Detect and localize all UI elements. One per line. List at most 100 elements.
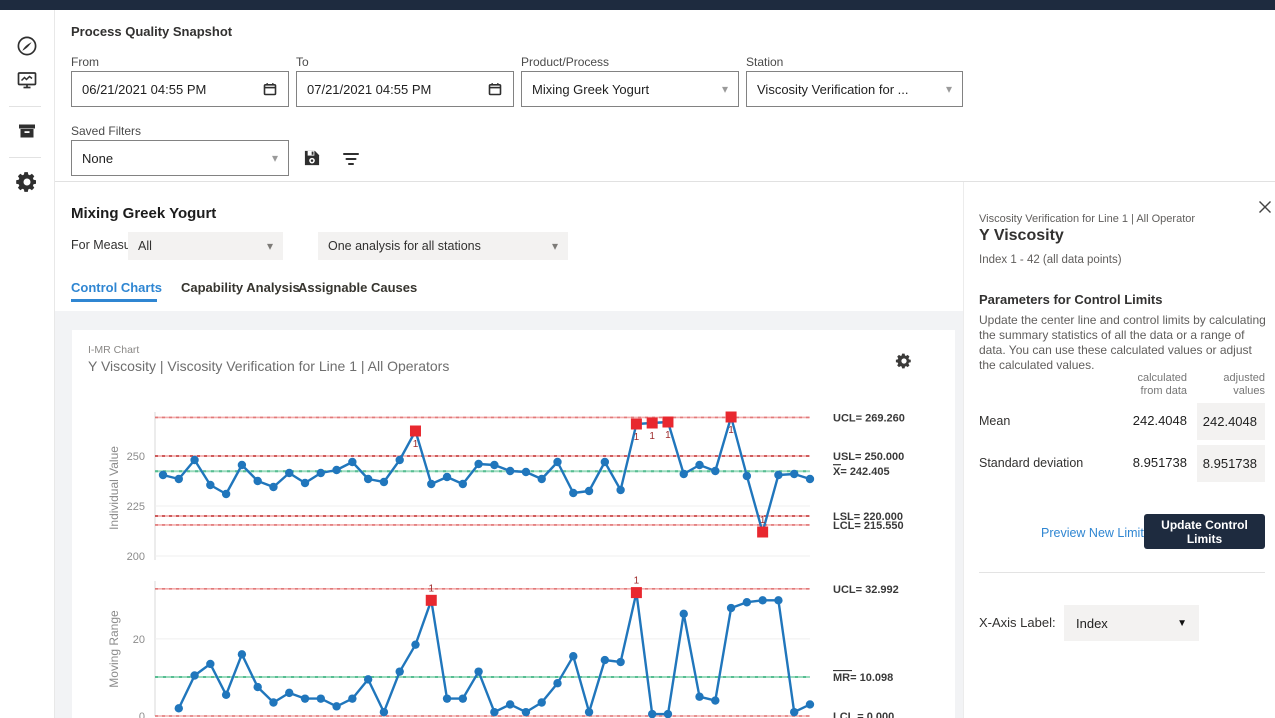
data-point[interactable] [774,471,782,479]
chart-settings-gear-icon[interactable] [895,352,913,370]
data-point[interactable] [332,466,340,474]
data-point[interactable] [806,700,814,708]
archive-box-icon[interactable] [15,119,39,143]
data-point[interactable] [506,467,514,475]
data-point[interactable] [380,478,388,486]
data-point[interactable] [569,489,577,497]
close-icon[interactable] [1258,200,1272,214]
update-control-limits-button[interactable]: Update Control Limits [1144,514,1265,549]
data-point[interactable] [332,702,340,710]
to-date-input[interactable] [296,71,514,107]
data-point[interactable] [301,479,309,487]
data-point[interactable] [711,696,719,704]
x-axis-select[interactable]: Index ▼ [1064,605,1199,641]
saved-filters-select[interactable]: None ▾ [71,140,289,176]
data-point[interactable] [253,477,261,485]
data-point[interactable] [553,679,561,687]
data-point[interactable] [774,596,782,604]
data-point[interactable] [285,689,293,697]
data-point[interactable] [253,683,261,691]
data-point[interactable] [459,480,467,488]
data-point[interactable] [285,469,293,477]
flagged-point[interactable] [426,595,437,606]
data-point[interactable] [790,708,798,716]
data-point[interactable] [538,698,546,706]
data-point[interactable] [396,667,404,675]
flagged-point[interactable] [631,587,642,598]
data-point[interactable] [206,660,214,668]
data-point[interactable] [175,704,183,712]
data-point[interactable] [364,475,372,483]
data-point[interactable] [317,694,325,702]
data-point[interactable] [443,473,451,481]
data-point[interactable] [427,480,435,488]
data-point[interactable] [616,486,624,494]
data-point[interactable] [522,708,530,716]
flagged-point[interactable] [410,426,421,437]
data-point[interactable] [569,652,577,660]
data-point[interactable] [490,708,498,716]
data-point[interactable] [506,700,514,708]
save-filter-icon[interactable] [302,148,322,173]
data-point[interactable] [364,675,372,683]
data-point[interactable] [758,596,766,604]
data-point[interactable] [695,693,703,701]
data-point[interactable] [190,456,198,464]
data-point[interactable] [743,472,751,480]
from-date-input[interactable] [71,71,289,107]
from-date-value[interactable] [82,82,262,97]
to-date-value[interactable] [307,82,487,97]
measure-select[interactable]: All ▾ [128,232,283,260]
flagged-point[interactable] [647,418,658,429]
calendar-icon[interactable] [262,81,278,97]
data-point[interactable] [743,598,751,606]
data-point[interactable] [317,469,325,477]
data-point[interactable] [159,471,167,479]
data-point[interactable] [348,458,356,466]
data-point[interactable] [601,656,609,664]
monitor-chart-icon[interactable] [15,68,39,92]
flagged-point[interactable] [726,412,737,423]
station-select[interactable]: Viscosity Verification for ... ▾ [746,71,963,107]
tab-assignable-causes[interactable]: Assignable Causes [298,280,417,295]
data-point[interactable] [648,710,656,718]
data-point[interactable] [396,456,404,464]
settings-gear-icon[interactable] [15,170,39,194]
data-point[interactable] [553,458,561,466]
mean-adjusted-input[interactable]: 242.4048 [1197,403,1265,440]
stdev-adjusted-input[interactable]: 8.951738 [1197,445,1265,482]
data-point[interactable] [474,667,482,675]
data-point[interactable] [585,487,593,495]
data-point[interactable] [522,468,530,476]
data-point[interactable] [411,640,419,648]
data-point[interactable] [206,481,214,489]
data-point[interactable] [175,475,183,483]
calendar-icon[interactable] [487,81,503,97]
data-point[interactable] [190,671,198,679]
data-point[interactable] [664,710,672,718]
analysis-select[interactable]: One analysis for all stations ▾ [318,232,568,260]
dashboard-gauge-icon[interactable] [15,34,39,58]
tab-capability-analysis[interactable]: Capability Analysis [181,280,300,295]
data-point[interactable] [490,461,498,469]
data-point[interactable] [680,470,688,478]
data-point[interactable] [238,650,246,658]
tab-control-charts[interactable]: Control Charts [71,280,162,295]
data-point[interactable] [538,475,546,483]
data-point[interactable] [727,604,735,612]
data-point[interactable] [238,461,246,469]
data-point[interactable] [459,694,467,702]
data-point[interactable] [443,694,451,702]
filter-icon[interactable] [342,150,360,173]
data-point[interactable] [222,490,230,498]
flagged-point[interactable] [662,417,673,428]
data-point[interactable] [348,694,356,702]
data-point[interactable] [711,467,719,475]
preview-new-limits-link[interactable]: Preview New Limits [1041,526,1150,540]
data-point[interactable] [301,694,309,702]
data-point[interactable] [601,458,609,466]
flagged-point[interactable] [757,527,768,538]
data-point[interactable] [806,475,814,483]
data-point[interactable] [616,658,624,666]
data-point[interactable] [474,460,482,468]
